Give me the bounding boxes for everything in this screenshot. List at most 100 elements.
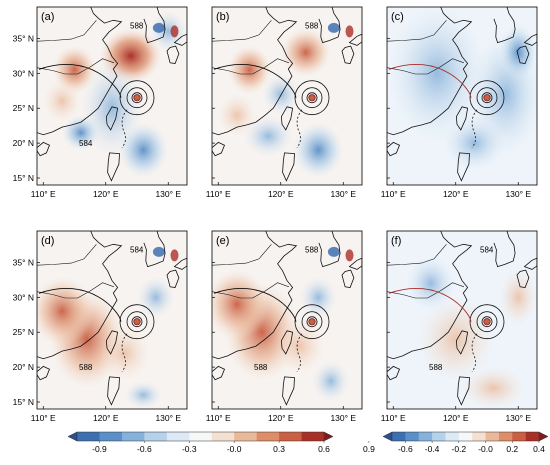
coastline-japan bbox=[173, 33, 187, 46]
river-yellow bbox=[37, 20, 97, 42]
river-yangtze bbox=[37, 58, 115, 75]
lat-tick-label: 20° N bbox=[13, 138, 34, 148]
lon-tick-label: 110° E bbox=[31, 413, 56, 423]
colorbar-segment bbox=[211, 432, 235, 441]
colorbar-tick-label: -0.4 bbox=[425, 444, 440, 454]
river-yellow bbox=[387, 244, 447, 266]
map-panel: (e) 588 588 110° E 120° E 130° E bbox=[206, 230, 363, 423]
colorbar-frame bbox=[76, 431, 325, 442]
field-blob bbox=[124, 381, 163, 409]
geopotential-contour bbox=[38, 63, 122, 98]
coastline-japan bbox=[516, 45, 530, 64]
river-yellow bbox=[212, 244, 272, 266]
coastline-korea bbox=[143, 231, 166, 268]
typhoon-center bbox=[133, 94, 141, 102]
colorbar-segment bbox=[458, 432, 473, 441]
lon-tick-label: 110° E bbox=[381, 413, 406, 423]
panel-label: (f) bbox=[391, 235, 401, 247]
anomaly-field bbox=[405, 255, 537, 409]
coastline-luzon bbox=[107, 376, 120, 406]
coastline-luzon bbox=[457, 376, 470, 406]
colorbar-segment bbox=[485, 432, 500, 441]
colorbar-segment bbox=[512, 432, 526, 441]
contour-label: 584 bbox=[130, 245, 144, 254]
coastline-korea bbox=[318, 7, 341, 44]
panel-label: (c) bbox=[391, 11, 404, 23]
colorbar-extend-low bbox=[382, 431, 393, 442]
colorbar-tick-label: -0.9 bbox=[92, 444, 107, 454]
contour-ring bbox=[119, 304, 155, 340]
panel-label: (d) bbox=[41, 235, 54, 247]
map-frame bbox=[386, 6, 538, 186]
coastlines bbox=[212, 7, 362, 182]
panel-label: (a) bbox=[41, 11, 54, 23]
contour-ring bbox=[131, 92, 143, 104]
panel-label: (b) bbox=[216, 11, 229, 23]
coastline-japan bbox=[516, 269, 530, 288]
coastlines bbox=[37, 231, 187, 406]
contour-ring bbox=[481, 316, 493, 328]
colorbar-tick-label: -0.0 bbox=[478, 444, 493, 454]
lat-tick-label: 25° N bbox=[13, 103, 34, 113]
coastline-taiwan bbox=[280, 106, 294, 131]
typhoon-contours bbox=[469, 304, 505, 372]
colorbar-frame bbox=[391, 431, 540, 442]
colorbar-segment bbox=[301, 432, 325, 441]
lat-tick-label: 30° N bbox=[13, 292, 34, 302]
coastline-luzon bbox=[107, 152, 120, 182]
colorbar-left: -0.9 -0.6 -0.3 -0.0 0.3 0.6 0.9 bbox=[67, 431, 375, 454]
coastline-luzon bbox=[282, 152, 295, 182]
contour-ring bbox=[476, 87, 498, 109]
field-blob bbox=[462, 367, 525, 409]
field-blob bbox=[99, 325, 150, 382]
lon-tick-label: 110° E bbox=[381, 189, 406, 199]
contour-ring bbox=[476, 311, 498, 333]
coastline-china bbox=[212, 7, 298, 136]
river-yellow bbox=[212, 20, 272, 42]
anomaly-field bbox=[43, 10, 187, 178]
colorbar-tick-label: 0.9 bbox=[363, 444, 375, 454]
map-panel: (f) 584 588 110° E 120° E 130° E bbox=[381, 230, 538, 423]
coastline-japan bbox=[173, 257, 187, 270]
lon-tick-label: 120° E bbox=[443, 189, 469, 199]
colorbar-segment bbox=[144, 432, 168, 441]
coastline-japan bbox=[341, 45, 355, 64]
colorbar-segment bbox=[166, 432, 190, 441]
field-blob bbox=[280, 28, 331, 77]
lon-tick-label: 130° E bbox=[330, 189, 356, 199]
colorbar-segment bbox=[256, 432, 280, 441]
field-blob bbox=[43, 80, 81, 123]
contour-ring bbox=[306, 316, 318, 328]
field-blob bbox=[327, 246, 340, 257]
field-blob bbox=[327, 22, 340, 33]
colorbar-segment bbox=[189, 432, 213, 441]
field-blob bbox=[170, 249, 179, 262]
lat-tick-label: 30° N bbox=[13, 68, 34, 78]
coastline-luzon bbox=[282, 376, 295, 406]
colorbar-tick-label: -0.3 bbox=[182, 444, 197, 454]
coastline-china bbox=[387, 231, 473, 360]
typhoon-contours bbox=[469, 80, 505, 148]
lon-tick-label: 110° E bbox=[206, 413, 231, 423]
lon-tick-label: 120° E bbox=[268, 189, 294, 199]
coastline-japan bbox=[166, 269, 180, 288]
lat-tick-label: 35° N bbox=[13, 257, 34, 267]
field-blob bbox=[37, 276, 94, 347]
colorbar-segment bbox=[405, 432, 420, 441]
colorbar-segment bbox=[445, 432, 460, 441]
lon-tick-label: 120° E bbox=[443, 413, 469, 423]
typhoon-contours bbox=[294, 304, 330, 372]
field-blob bbox=[443, 115, 506, 171]
lat-tick-label: 15° N bbox=[13, 397, 34, 407]
coastline-hainan bbox=[37, 141, 51, 157]
typhoon-contours bbox=[119, 304, 155, 372]
contour-ring bbox=[469, 80, 505, 116]
contour-label: 584 bbox=[79, 139, 93, 148]
map-panel: (d) 584 588 35° N 30° N 25° N 20° N 15° N 110° E… bbox=[13, 230, 188, 423]
field-blob bbox=[293, 122, 344, 178]
field-blob bbox=[170, 25, 179, 38]
lat-tick-label: 25° N bbox=[13, 327, 34, 337]
coastline-korea bbox=[318, 231, 341, 268]
colorbar-segment bbox=[418, 432, 433, 441]
